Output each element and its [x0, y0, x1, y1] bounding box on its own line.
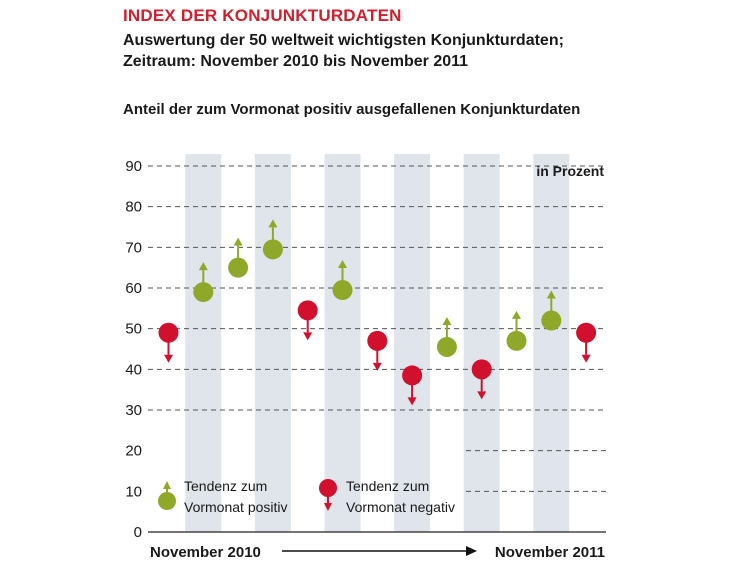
unit-label: in Prozent [536, 163, 604, 179]
data-point [576, 322, 597, 363]
data-point-marker [228, 257, 249, 278]
data-point [506, 310, 527, 351]
data-point-marker [158, 322, 179, 343]
data-point-marker [332, 280, 353, 301]
data-point [262, 219, 283, 260]
arrow-up-icon [338, 260, 347, 269]
y-tick-label: 50 [125, 321, 142, 338]
legend: Tendenz zum Vormonat positiv Tendenz zum Vo… [158, 478, 455, 515]
y-tick-label: 90 [125, 158, 142, 175]
y-tick-label: 80 [125, 199, 142, 216]
arrow-down-icon [581, 354, 591, 363]
subtitle-line-1: Auswertung der 50 weltweit wichtigsten K… [123, 32, 564, 49]
data-point [402, 365, 423, 406]
arrow-up-icon [233, 237, 243, 246]
y-tick-label: 60 [125, 280, 142, 297]
legend-negative-line-1: Tendenz zum [346, 478, 429, 494]
data-point [297, 300, 318, 341]
arrow-up-icon [512, 310, 521, 319]
arrow-up-icon [442, 316, 452, 325]
chart-caption: Anteil der zum Vormonat positiv ausgefal… [123, 101, 581, 118]
data-point-marker [436, 336, 457, 357]
data-point [541, 290, 562, 331]
period-axis: November 2010 November 2011 [150, 544, 605, 561]
legend-positive-line-2: Vormonat positiv [184, 499, 288, 515]
y-tick-label: 0 [134, 524, 142, 541]
arrow-down-icon [477, 391, 487, 400]
data-point [228, 237, 249, 278]
data-point-marker [576, 322, 597, 343]
data-point-marker [193, 282, 214, 303]
chart-title: INDEX DER KONJUNKTURDATEN [123, 6, 402, 25]
legend-positive-marker [158, 492, 176, 510]
data-point-marker [471, 359, 492, 380]
data-point [158, 322, 179, 363]
data-points [158, 219, 597, 406]
data-point [193, 262, 214, 303]
arrow-right-icon [466, 546, 477, 556]
data-point [332, 260, 353, 301]
data-point-marker [297, 300, 318, 321]
arrow-down-icon [407, 397, 417, 406]
background-band [533, 154, 570, 532]
subtitle-line-2: Zeitraum: November 2010 bis November 201… [123, 53, 469, 70]
data-point-marker [402, 365, 423, 386]
data-point [367, 330, 388, 371]
gridlines [148, 165, 606, 533]
legend-negative-line-2: Vormonat negativ [346, 499, 455, 515]
alternating-bands [185, 154, 570, 532]
legend-positive-line-1: Tendenz zum [184, 478, 267, 494]
data-point-marker [506, 330, 527, 351]
data-point-marker [262, 239, 283, 260]
legend-negative-marker [319, 479, 337, 497]
background-band [254, 154, 291, 532]
arrow-down-icon [324, 503, 332, 511]
background-band [185, 154, 222, 532]
arrow-up-icon [163, 481, 171, 489]
background-band [324, 154, 361, 532]
data-point [471, 359, 492, 400]
arrow-up-icon [198, 262, 208, 271]
background-band [463, 154, 500, 532]
arrow-down-icon [303, 332, 313, 341]
y-tick-label: 70 [125, 239, 142, 256]
period-start-label: November 2010 [150, 544, 261, 561]
y-tick-label: 40 [125, 361, 142, 378]
y-tick-label: 30 [125, 402, 142, 419]
arrow-up-icon [268, 219, 278, 228]
data-point-marker [367, 330, 388, 351]
data-point-marker [541, 310, 562, 331]
arrow-down-icon [164, 354, 173, 363]
background-band [394, 154, 431, 532]
arrow-down-icon [372, 362, 382, 371]
data-point [436, 316, 457, 357]
y-tick-label: 20 [125, 443, 142, 460]
chart-subtitle: Auswertung der 50 weltweit wichtigsten K… [123, 30, 564, 72]
arrow-up-icon [546, 290, 556, 299]
period-end-label: November 2011 [495, 544, 605, 561]
y-axis-ticks: 0 10 20 30 40 50 60 70 80 90 [125, 158, 142, 541]
y-tick-label: 10 [125, 483, 142, 500]
